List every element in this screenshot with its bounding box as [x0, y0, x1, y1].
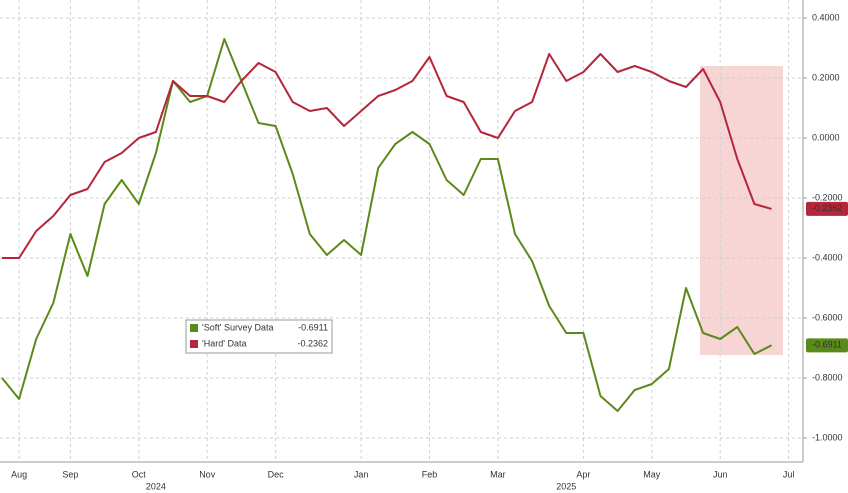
legend-swatch	[190, 340, 198, 348]
legend-label: 'Soft' Survey Data	[202, 322, 273, 332]
end-tag-label: -0.2362	[812, 203, 843, 213]
y-tick-label: -1.0000	[812, 432, 843, 442]
x-tick-label: Jul	[783, 469, 795, 479]
highlight-region	[700, 66, 783, 355]
y-tick-label: 0.2000	[812, 72, 840, 82]
end-tag	[806, 338, 848, 353]
end-tag-label: -0.6911	[812, 340, 842, 350]
x-tick-label: Jan	[354, 469, 369, 479]
x-tick-label: Aug	[11, 469, 27, 479]
legend-value: -0.6911	[298, 322, 328, 332]
series-line	[2, 53, 772, 259]
legend: 'Soft' Survey Data -0.6911 'Hard' Data -0.2…	[185, 319, 333, 354]
lines	[1, 38, 772, 412]
y-tick-label: 0.0000	[812, 132, 840, 142]
y-tick-label: -0.2000	[812, 192, 843, 202]
x-year-label: 2025	[556, 481, 576, 491]
legend-value: -0.2362	[297, 338, 328, 348]
x-tick-label: Apr	[576, 469, 590, 479]
x-tick-label: Oct	[132, 469, 147, 479]
legend-swatch	[190, 324, 198, 332]
legend-box	[185, 319, 333, 354]
x-tick-label: Nov	[199, 469, 216, 479]
series-line	[1, 38, 772, 412]
x-tick-label: Dec	[268, 469, 285, 479]
legend-label: 'Hard' Data	[202, 338, 246, 348]
x-tick-label: Sep	[62, 469, 78, 479]
y-tick-label: -0.4000	[812, 252, 843, 262]
y-tick-label: -0.8000	[812, 372, 843, 382]
y-tick-label: -0.6000	[812, 312, 843, 322]
x-year-label: 2024	[146, 481, 166, 491]
x-tick-label: Mar	[490, 469, 506, 479]
labels: 0.4000 0.2000 0.0000 -0.2000 -0.4000 -0.6000 -…	[11, 12, 848, 491]
x-tick-label: Jun	[713, 469, 728, 479]
end-tag	[806, 201, 848, 216]
y-tick-label: 0.4000	[812, 12, 840, 22]
x-tick-label: May	[643, 469, 661, 479]
x-tick-label: Feb	[422, 469, 438, 479]
